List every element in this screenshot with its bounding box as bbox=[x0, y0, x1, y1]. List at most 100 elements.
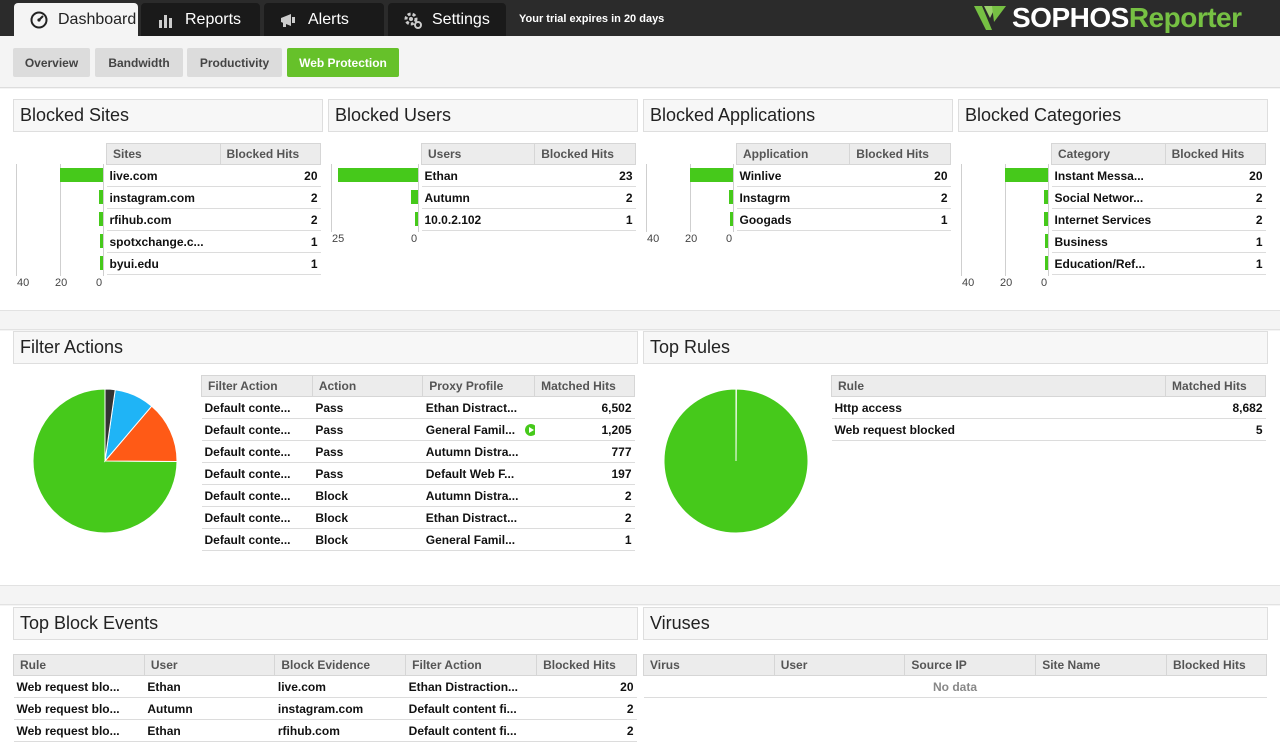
table-row[interactable]: Default conte... Pass Ethan Distract... 6,5… bbox=[201, 396, 635, 419]
bar[interactable] bbox=[1043, 190, 1048, 204]
table-row[interactable]: Autumn 2 bbox=[421, 186, 636, 209]
table-row[interactable]: Default conte... Block General Famil... 1 bbox=[201, 528, 635, 551]
proxy-profile-cell: Autumn Distra... bbox=[422, 440, 535, 463]
axis-label: 20 bbox=[685, 233, 698, 245]
table-row[interactable]: Instant Messa... 20 bbox=[1051, 164, 1266, 187]
bar[interactable] bbox=[337, 168, 418, 182]
col-category[interactable]: Category bbox=[1051, 143, 1166, 165]
subtab-bandwidth[interactable]: Bandwidth bbox=[95, 48, 183, 77]
play-arrow-icon[interactable] bbox=[524, 424, 535, 436]
col-blocked-hits[interactable]: Blocked Hits bbox=[219, 143, 322, 165]
table-row[interactable]: Default conte... Pass Autumn Distra... 777 bbox=[201, 440, 635, 463]
col-site-name[interactable]: Site Name bbox=[1035, 654, 1168, 676]
col-users[interactable]: Users bbox=[420, 143, 536, 165]
col-block-evidence[interactable]: Block Evidence bbox=[274, 654, 407, 676]
col-blocked-hits[interactable]: Blocked Hits bbox=[849, 143, 951, 165]
bar[interactable] bbox=[1004, 168, 1048, 182]
bar[interactable] bbox=[689, 168, 733, 182]
table-row[interactable]: Instagrm 2 bbox=[736, 186, 951, 209]
blocked-hits: 20 bbox=[220, 164, 321, 187]
table-row[interactable]: Default conte... Block Autumn Distra... 2 bbox=[201, 484, 635, 507]
table-row[interactable]: instagram.com 2 bbox=[106, 186, 321, 209]
col-matched-hits[interactable]: Matched Hits bbox=[534, 375, 635, 397]
bar[interactable] bbox=[411, 190, 418, 204]
col-filter-action[interactable]: Filter Action bbox=[201, 375, 313, 397]
col-matched-hits[interactable]: Matched Hits bbox=[1165, 375, 1266, 397]
table-row[interactable]: Default conte... Block Ethan Distract... 2 bbox=[201, 506, 635, 529]
col-application[interactable]: Application bbox=[735, 143, 851, 165]
col-source-ip[interactable]: Source IP bbox=[904, 654, 1037, 676]
table-row[interactable]: Web request blo... Autumn instagram.com Def… bbox=[13, 697, 637, 720]
table-row[interactable]: spotxchange.c... 1 bbox=[106, 230, 321, 253]
col-user[interactable]: User bbox=[773, 654, 906, 676]
matched-hits-cell: 5 bbox=[1165, 418, 1266, 441]
filter-action-cell: Default conte... bbox=[201, 528, 313, 551]
col-user[interactable]: User bbox=[143, 654, 276, 676]
bar[interactable] bbox=[1045, 234, 1048, 248]
table-row[interactable]: byui.edu 1 bbox=[106, 252, 321, 275]
bar[interactable] bbox=[1043, 212, 1048, 226]
bar[interactable] bbox=[98, 212, 103, 226]
bar[interactable] bbox=[1045, 256, 1048, 270]
blocked-sites-table: Sites Blocked Hits live.com 20 instagram.… bbox=[106, 143, 322, 275]
bar[interactable] bbox=[414, 212, 418, 226]
col-blocked-hits[interactable]: Blocked Hits bbox=[536, 654, 637, 676]
col-filter-action[interactable]: Filter Action bbox=[405, 654, 538, 676]
table-row[interactable]: Googads 1 bbox=[736, 208, 951, 231]
col-rule[interactable]: Rule bbox=[830, 375, 1167, 397]
blocked-hits: 23 bbox=[534, 164, 636, 187]
table-row[interactable]: Winlive 20 bbox=[736, 164, 951, 187]
table-row[interactable]: Business 1 bbox=[1051, 230, 1266, 253]
table-row[interactable]: 10.0.2.102 1 bbox=[421, 208, 636, 231]
subtab-productivity[interactable]: Productivity bbox=[187, 48, 282, 77]
blocked-hits: 20 bbox=[1165, 164, 1266, 187]
bar[interactable] bbox=[728, 190, 733, 204]
tab-alerts[interactable]: Alerts bbox=[264, 3, 384, 36]
tab-settings[interactable]: Settings bbox=[388, 3, 506, 36]
bar[interactable] bbox=[730, 212, 733, 226]
blocked-categories-title: Blocked Categories bbox=[958, 99, 1268, 132]
bar[interactable] bbox=[100, 256, 103, 270]
table-row[interactable]: Http access 8,682 bbox=[831, 396, 1266, 419]
filter-action-cell: Default conte... bbox=[201, 440, 313, 463]
bar[interactable] bbox=[59, 168, 103, 182]
col-blocked-hits[interactable]: Blocked Hits bbox=[534, 143, 636, 165]
table-row[interactable]: Web request blocked 5 bbox=[831, 418, 1266, 441]
pie-slice[interactable] bbox=[103, 405, 178, 462]
subtab-overview[interactable]: Overview bbox=[13, 48, 90, 77]
category-name: Internet Services bbox=[1051, 208, 1166, 231]
gridline bbox=[418, 164, 419, 232]
col-virus[interactable]: Virus bbox=[643, 654, 775, 676]
col-proxy-profile[interactable]: Proxy Profile bbox=[422, 375, 536, 397]
viruses-table: Virus User Source IP Site Name Blocked H… bbox=[643, 654, 1267, 698]
gears-icon bbox=[402, 10, 424, 30]
col-rule[interactable]: Rule bbox=[13, 654, 145, 676]
table-row[interactable]: live.com 20 bbox=[106, 164, 321, 187]
table-row[interactable]: Social Networ... 2 bbox=[1051, 186, 1266, 209]
table-row[interactable]: Default conte... Pass Default Web F... 197 bbox=[201, 462, 635, 485]
gridline bbox=[689, 164, 691, 232]
tab-reports[interactable]: Reports bbox=[141, 3, 260, 36]
table-row[interactable]: rfihub.com 2 bbox=[106, 208, 321, 231]
col-blocked-hits[interactable]: Blocked Hits bbox=[1164, 143, 1267, 165]
col-blocked-hits[interactable]: Blocked Hits bbox=[1166, 654, 1267, 676]
table-row[interactable]: Ethan 23 bbox=[421, 164, 636, 187]
category-name: Education/Ref... bbox=[1051, 252, 1166, 275]
bar[interactable] bbox=[100, 234, 103, 248]
section-divider bbox=[0, 585, 1280, 605]
col-action[interactable]: Action bbox=[311, 375, 424, 397]
table-row[interactable]: Education/Ref... 1 bbox=[1051, 252, 1266, 275]
col-sites[interactable]: Sites bbox=[106, 143, 221, 165]
pie-slice[interactable] bbox=[104, 388, 116, 462]
subtab-web-protection[interactable]: Web Protection bbox=[287, 48, 399, 77]
table-row[interactable]: Internet Services 2 bbox=[1051, 208, 1266, 231]
bar[interactable] bbox=[98, 190, 103, 204]
table-row[interactable]: Web request blo... Ethan live.com Ethan Dis… bbox=[13, 675, 637, 698]
axis-label: 0 bbox=[726, 233, 733, 245]
blocked-hits: 1 bbox=[1165, 252, 1266, 275]
tab-dashboard[interactable]: Dashboard bbox=[14, 3, 138, 36]
matched-hits-cell: 2 bbox=[534, 484, 635, 507]
table-row[interactable]: Web request blo... Ethan rfihub.com Default… bbox=[13, 719, 637, 742]
bar-chart-icon bbox=[155, 10, 177, 30]
table-row[interactable]: Default conte... Pass General Famil... 1,20… bbox=[201, 418, 635, 441]
